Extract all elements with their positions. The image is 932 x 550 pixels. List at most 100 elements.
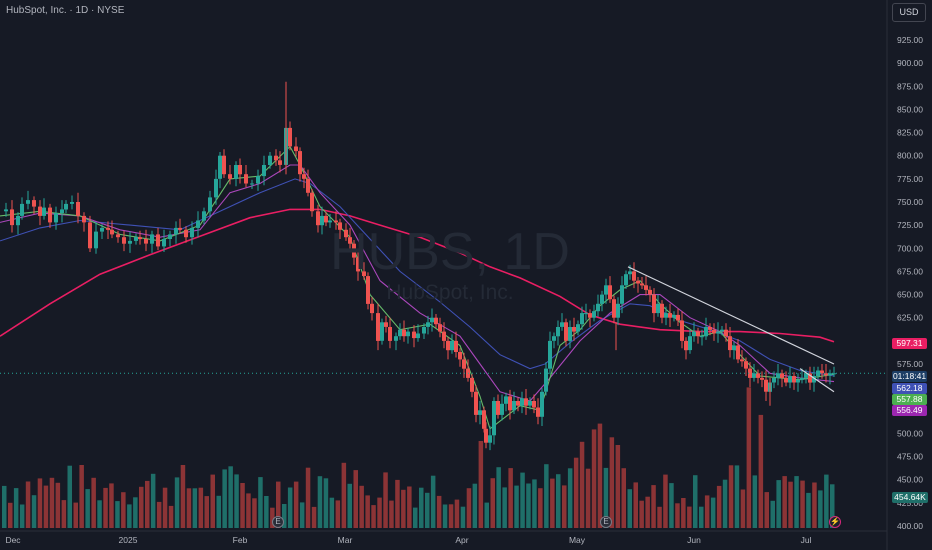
candle-body bbox=[196, 220, 200, 228]
candle-body bbox=[202, 211, 206, 221]
candle-body bbox=[316, 211, 320, 226]
candle-body bbox=[434, 317, 438, 325]
candle-body bbox=[238, 165, 242, 175]
volume-bar bbox=[693, 475, 698, 528]
candle-body bbox=[628, 271, 632, 275]
candle-body bbox=[804, 373, 808, 378]
volume-bar bbox=[192, 488, 198, 528]
candle-body bbox=[60, 209, 64, 214]
volume-bar bbox=[252, 498, 257, 528]
volume-bar bbox=[466, 488, 472, 528]
volume-bar bbox=[544, 464, 549, 528]
volume-bar bbox=[198, 487, 204, 528]
candle-body bbox=[664, 313, 668, 318]
candle-body bbox=[692, 331, 696, 337]
candle-body bbox=[544, 368, 548, 392]
volume-bar bbox=[496, 467, 501, 528]
volume-bar bbox=[764, 492, 769, 528]
volume-bar bbox=[758, 414, 764, 528]
candle-body bbox=[394, 336, 398, 341]
candle-body bbox=[720, 329, 724, 332]
candle-body bbox=[640, 283, 644, 286]
volume-bar bbox=[109, 483, 114, 528]
candle-body bbox=[492, 401, 496, 436]
volume-bar bbox=[585, 468, 591, 528]
candle-body bbox=[496, 401, 500, 415]
candle-body bbox=[696, 331, 700, 337]
currency-button[interactable]: USD bbox=[892, 3, 926, 22]
candle-body bbox=[816, 370, 820, 377]
candle-body bbox=[64, 203, 68, 210]
candle-body bbox=[184, 229, 188, 238]
earnings-icon[interactable]: E bbox=[272, 516, 284, 528]
candle-body bbox=[122, 237, 126, 244]
volume-bar bbox=[508, 468, 513, 528]
volume-bar bbox=[383, 472, 388, 528]
candle-body bbox=[334, 220, 338, 223]
candle-body bbox=[416, 333, 420, 339]
candle-body bbox=[442, 331, 446, 341]
candle-body bbox=[412, 331, 416, 339]
volume-bar bbox=[639, 500, 644, 528]
volume-bar bbox=[133, 497, 138, 528]
volume-bar bbox=[609, 437, 615, 528]
volume-bar bbox=[591, 429, 597, 528]
candle-body bbox=[660, 303, 664, 318]
candle-body bbox=[596, 303, 600, 312]
volume-bar bbox=[79, 465, 84, 528]
volume-bar bbox=[353, 470, 358, 528]
volume-bar bbox=[687, 506, 692, 528]
volume-bar bbox=[657, 506, 662, 528]
volume-bar bbox=[502, 487, 507, 528]
candle-body bbox=[116, 234, 120, 238]
volume-bar bbox=[91, 477, 96, 528]
volume-bar bbox=[85, 489, 90, 528]
candle-body bbox=[752, 373, 756, 378]
volume-bar bbox=[556, 474, 561, 528]
volume-bar bbox=[228, 466, 233, 528]
trendline[interactable] bbox=[799, 368, 835, 393]
candle-body bbox=[88, 222, 92, 249]
candle-body bbox=[450, 340, 454, 351]
candle-body bbox=[772, 377, 776, 383]
candle-body bbox=[376, 313, 380, 341]
candle-body bbox=[324, 215, 328, 223]
volume-bar bbox=[121, 492, 126, 528]
volume-bar bbox=[299, 502, 305, 528]
candle-body bbox=[632, 271, 636, 281]
volume-bar bbox=[597, 423, 603, 528]
candle-body bbox=[748, 368, 752, 378]
volume-bar bbox=[240, 483, 245, 528]
candle-body bbox=[214, 178, 218, 198]
candle-body bbox=[708, 327, 712, 330]
volume-bar bbox=[704, 495, 710, 528]
candle-body bbox=[16, 215, 20, 226]
volume-bar bbox=[728, 465, 734, 528]
candle-body bbox=[298, 151, 302, 175]
candle-body bbox=[128, 240, 132, 244]
candle-body bbox=[704, 327, 708, 337]
volume-bar bbox=[293, 481, 299, 528]
volume-bar bbox=[490, 478, 495, 528]
candle-body bbox=[106, 227, 110, 230]
y-tick-label: 575.00 bbox=[897, 359, 923, 369]
trendline[interactable] bbox=[627, 266, 835, 365]
earnings-icon[interactable]: E bbox=[600, 516, 612, 528]
volume-price-tag: 454.64K bbox=[892, 492, 928, 503]
symbol-header[interactable]: HubSpot, Inc. · 1D · NYSE bbox=[6, 5, 125, 16]
candle-body bbox=[70, 202, 74, 204]
volume-bar bbox=[615, 445, 621, 528]
y-tick-label: 650.00 bbox=[897, 290, 923, 300]
ma-long-price-tag: 597.31 bbox=[892, 338, 927, 349]
volume-bar bbox=[264, 496, 269, 528]
candle-body bbox=[42, 207, 46, 216]
volume-bar bbox=[19, 504, 25, 528]
volume-bar bbox=[830, 484, 835, 528]
volume-bar bbox=[645, 496, 650, 528]
flash-icon[interactable]: ⚡ bbox=[829, 516, 841, 528]
candle-body bbox=[302, 174, 306, 179]
volume-bar bbox=[413, 507, 418, 528]
volume-bar bbox=[681, 498, 686, 528]
volume-bar bbox=[621, 468, 626, 528]
